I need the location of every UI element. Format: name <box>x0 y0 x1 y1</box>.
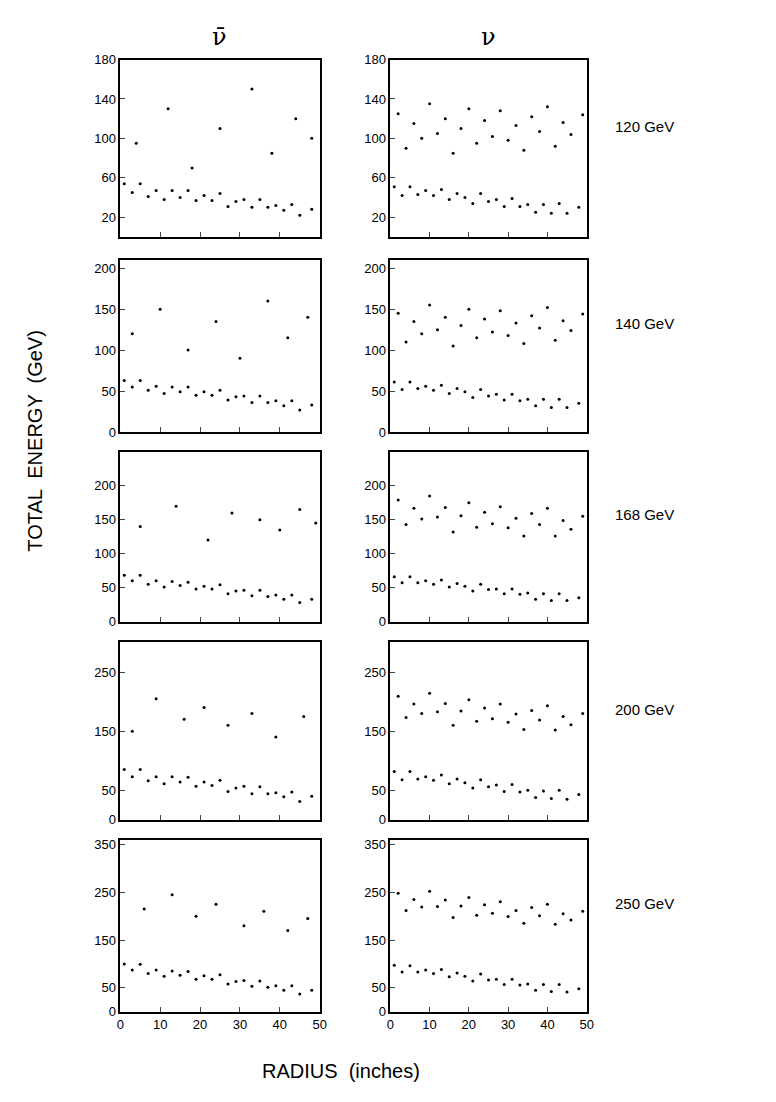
svg-text:50: 50 <box>101 783 115 798</box>
svg-text:50: 50 <box>372 384 386 399</box>
svg-text:20: 20 <box>462 1017 476 1032</box>
svg-text:0: 0 <box>109 1004 116 1019</box>
svg-text:0: 0 <box>117 1017 124 1032</box>
svg-text:100: 100 <box>364 546 386 561</box>
svg-text:150: 150 <box>364 512 386 527</box>
svg-text:50: 50 <box>579 1017 593 1032</box>
svg-text:20: 20 <box>193 1017 207 1032</box>
svg-text:50: 50 <box>372 783 386 798</box>
svg-text:250: 250 <box>364 885 386 900</box>
svg-text:150: 150 <box>364 724 386 739</box>
svg-text:50: 50 <box>101 384 115 399</box>
svg-text:30: 30 <box>501 1017 515 1032</box>
svg-text:30: 30 <box>233 1017 247 1032</box>
svg-text:0: 0 <box>109 812 116 827</box>
svg-text:TOTAL ENERGY (GeV): TOTAL ENERGY (GeV) <box>24 330 46 552</box>
svg-text:0: 0 <box>109 614 116 629</box>
svg-text:100: 100 <box>364 131 386 146</box>
svg-text:RADIUS (inches): RADIUS (inches) <box>262 1060 420 1082</box>
svg-text:200: 200 <box>94 478 116 493</box>
svg-text:140: 140 <box>94 91 116 106</box>
svg-text:20: 20 <box>101 210 115 225</box>
svg-text:150: 150 <box>364 933 386 948</box>
svg-text:20: 20 <box>372 210 386 225</box>
svg-text:0: 0 <box>109 425 116 440</box>
svg-text:ν̄: ν̄ <box>212 23 227 51</box>
svg-text:50: 50 <box>372 580 386 595</box>
svg-text:40: 40 <box>540 1017 554 1032</box>
svg-text:100: 100 <box>364 343 386 358</box>
svg-text:0: 0 <box>387 1017 394 1032</box>
svg-text:150: 150 <box>94 302 116 317</box>
svg-text:100: 100 <box>94 343 116 358</box>
svg-text:350: 350 <box>364 837 386 852</box>
svg-text:0: 0 <box>379 1004 386 1019</box>
svg-text:150: 150 <box>94 512 116 527</box>
svg-text:150: 150 <box>94 933 116 948</box>
svg-text:350: 350 <box>94 837 116 852</box>
svg-text:200: 200 <box>94 261 116 276</box>
svg-text:168 GeV: 168 GeV <box>615 506 674 523</box>
svg-text:250: 250 <box>94 885 116 900</box>
svg-text:50: 50 <box>101 580 115 595</box>
svg-text:200: 200 <box>364 261 386 276</box>
svg-text:60: 60 <box>101 170 115 185</box>
svg-text:0: 0 <box>379 425 386 440</box>
svg-text:10: 10 <box>153 1017 167 1032</box>
svg-text:50: 50 <box>101 980 115 995</box>
svg-text:250: 250 <box>364 665 386 680</box>
svg-text:150: 150 <box>364 302 386 317</box>
svg-text:140: 140 <box>364 91 386 106</box>
svg-text:180: 180 <box>364 52 386 67</box>
svg-text:200: 200 <box>364 478 386 493</box>
svg-text:120 GeV: 120 GeV <box>615 118 674 135</box>
svg-text:150: 150 <box>94 724 116 739</box>
svg-text:40: 40 <box>273 1017 287 1032</box>
svg-text:50: 50 <box>372 980 386 995</box>
svg-text:100: 100 <box>94 131 116 146</box>
svg-text:60: 60 <box>372 170 386 185</box>
svg-text:200 GeV: 200 GeV <box>615 701 674 718</box>
svg-text:0: 0 <box>379 812 386 827</box>
svg-text:10: 10 <box>422 1017 436 1032</box>
svg-text:ν: ν <box>481 23 496 51</box>
svg-text:50: 50 <box>312 1017 326 1032</box>
svg-text:100: 100 <box>94 546 116 561</box>
svg-text:180: 180 <box>94 52 116 67</box>
svg-text:140 GeV: 140 GeV <box>615 315 674 332</box>
svg-text:250: 250 <box>94 665 116 680</box>
svg-text:250 GeV: 250 GeV <box>615 895 674 912</box>
svg-text:0: 0 <box>379 614 386 629</box>
